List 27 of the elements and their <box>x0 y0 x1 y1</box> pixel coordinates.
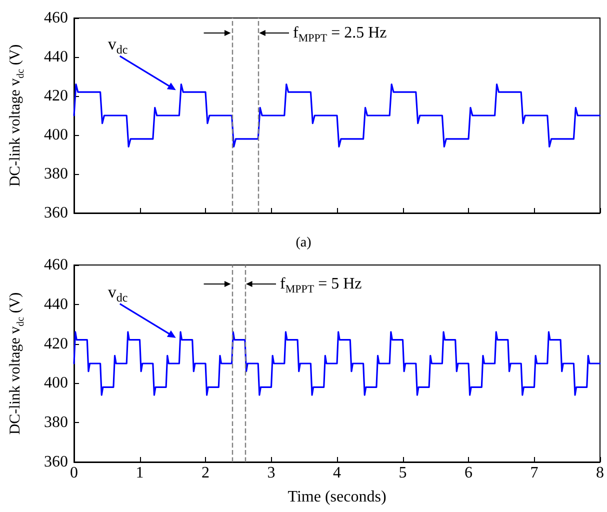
y-tick-label: 460 <box>44 10 68 26</box>
y-tick-label: 440 <box>44 48 68 66</box>
x-tick-label: 0 <box>70 464 78 482</box>
y-tick-label: 460 <box>44 256 68 274</box>
y-tick-label: 380 <box>44 166 68 182</box>
line-series <box>73 84 601 148</box>
line-series <box>73 331 601 396</box>
y-tick-label: 440 <box>44 296 68 313</box>
x-tick-label: 1 <box>136 464 144 482</box>
y-tick-label: 400 <box>44 126 68 144</box>
text: (a) <box>296 236 312 250</box>
x-tick-label: 2 <box>202 464 210 482</box>
y-axis-title: DC-link voltage vdc (V) <box>8 292 26 435</box>
y-tick-label: 420 <box>44 88 68 104</box>
x-axis-title: Time (seconds) <box>288 488 386 506</box>
y-tick-label: 380 <box>44 414 68 432</box>
x-tick-label: 6 <box>464 464 472 482</box>
x-tick-label: 3 <box>267 464 276 482</box>
x-tick-label: 5 <box>398 464 407 482</box>
x-tick-label: 7 <box>530 464 538 482</box>
y-tick-label: 360 <box>44 454 68 470</box>
y-tick-label: 360 <box>44 204 68 222</box>
x-tick-label: 8 <box>596 464 604 482</box>
x-tick-label: 4 <box>333 464 341 482</box>
y-tick-label: 400 <box>44 374 68 392</box>
y-tick-label: 420 <box>44 335 68 352</box>
y-axis-title: DC-link voltage vdc (V) <box>8 44 26 187</box>
